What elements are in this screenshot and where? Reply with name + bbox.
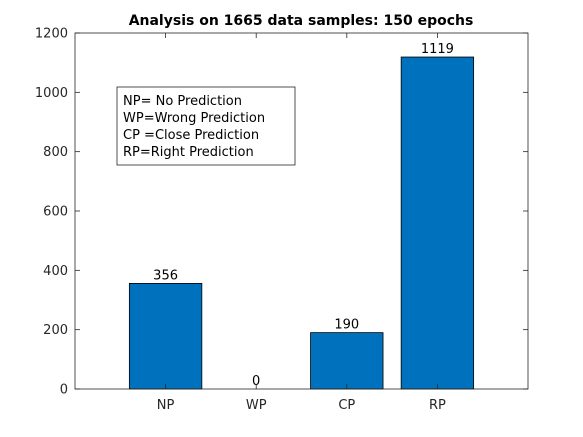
annotation-line: CP =Close Prediction	[123, 128, 259, 143]
y-tick-label-400: 400	[43, 264, 68, 279]
x-tick-label-cp: CP	[338, 398, 355, 413]
chart-title: Analysis on 1665 data samples: 150 epoch…	[129, 13, 474, 29]
y-tick-label-1200: 1200	[35, 27, 68, 42]
bar-cp	[310, 332, 384, 390]
annotation-box: NP= No Prediction WP=Wrong Prediction CP =…	[116, 86, 296, 166]
data-label-wp: 0	[252, 374, 260, 389]
y-tick-label-1000: 1000	[35, 86, 68, 101]
x-tick-label-rp: RP	[429, 398, 446, 413]
bar-np	[128, 282, 203, 390]
annotation-line: WP=Wrong Prediction	[123, 111, 265, 126]
annotation-frame	[116, 86, 296, 166]
annotation-line: RP=Right Prediction	[123, 145, 254, 160]
axes-frame	[74, 32, 529, 390]
data-label-cp: 190	[334, 318, 359, 333]
annotation-line: NP= No Prediction	[123, 94, 242, 109]
x-tick-label-np: NP	[157, 398, 175, 413]
axes-layer: NP WP CP RP 0 200 400 600 800 1000 1200	[35, 27, 529, 413]
y-tick-label-200: 200	[43, 323, 68, 338]
bar-rp	[400, 56, 475, 390]
data-label-rp: 1119	[421, 42, 454, 57]
y-tick-label-600: 600	[43, 205, 68, 220]
y-tick-label-800: 800	[43, 145, 68, 160]
x-tick-label-wp: WP	[246, 398, 267, 413]
bars-layer: 356 0 190 1119	[128, 42, 475, 390]
data-label-np: 356	[153, 268, 178, 283]
y-tick-label-0: 0	[60, 383, 68, 398]
